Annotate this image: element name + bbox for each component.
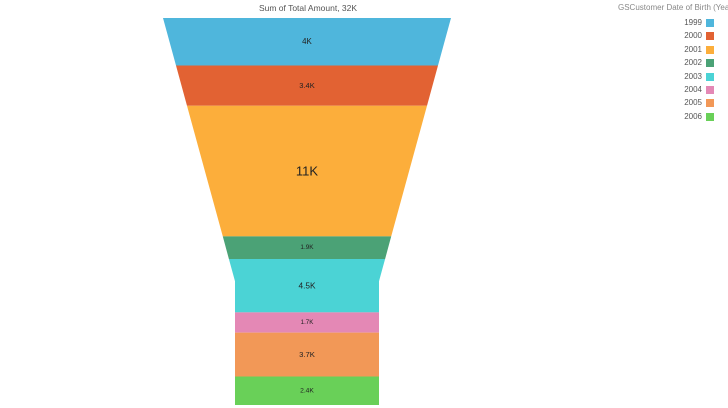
funnel-segment-2005[interactable] [235, 332, 379, 377]
funnel-segment-2006[interactable] [235, 376, 379, 406]
legend-swatch-2004 [706, 86, 714, 94]
data-label-2004: 1.7K [301, 319, 315, 326]
legend-item-2001[interactable]: 2001 [618, 45, 722, 57]
legend-label-2003: 2003 [684, 71, 702, 81]
legend-swatch-2005 [706, 99, 714, 108]
data-label-2001: 11K [296, 164, 318, 179]
data-label-2005: 3.7K [299, 350, 316, 359]
funnel-segment-2002[interactable] [222, 236, 392, 259]
funnel-segment-2003[interactable] [228, 259, 386, 313]
legend-swatch-2001 [706, 45, 714, 54]
legend-item-2003[interactable]: 2003 [618, 72, 722, 84]
legend-item-1999[interactable]: 1999 [618, 18, 722, 30]
legend-item-2002[interactable]: 2002 [618, 58, 722, 70]
funnel-segment-1999[interactable] [163, 18, 451, 66]
data-label-2003: 4.5K [298, 281, 316, 291]
funnel-segment-2001[interactable] [187, 105, 427, 237]
legend-label-2002: 2002 [684, 58, 702, 68]
legend-swatch-2003 [706, 72, 714, 81]
legend-label-2004: 2004 [684, 85, 702, 94]
legend-label-2006: 2006 [684, 111, 702, 121]
funnel-chart: 4K 3.4K 11K 1.9K 4.5K 1.7K 3.7K 2.4K [163, 18, 451, 406]
data-label-2000: 3.4K [299, 81, 314, 90]
data-label-2002: 1.9K [300, 244, 314, 251]
legend-label-2000: 2000 [684, 31, 702, 41]
legend-label-2005: 2005 [684, 98, 702, 108]
legend-item-2005[interactable]: 2005 [618, 98, 722, 110]
legend: GSCustomer Date of Birth (Year) 1999 2000… [618, 3, 728, 121]
legend-swatch-2000 [706, 32, 714, 41]
chart-title: Sum of Total Amount, 32K [258, 3, 358, 13]
legend-item-2004[interactable]: 2004 [618, 85, 722, 97]
legend-title: GSCustomer Date of Birth (Year) [618, 3, 728, 12]
legend-swatch-2006 [706, 112, 714, 121]
data-label-2006: 2.4K [300, 387, 314, 394]
legend-label-1999: 1999 [684, 18, 702, 27]
legend-item-2000[interactable]: 2000 [618, 31, 722, 43]
funnel-segment-2004[interactable] [235, 312, 379, 333]
legend-item-2006[interactable]: 2006 [618, 112, 722, 124]
funnel-segment-2000[interactable] [176, 65, 438, 106]
legend-label-2001: 2001 [684, 44, 702, 54]
legend-swatch-2002 [706, 59, 714, 68]
data-label-1999: 4K [302, 37, 312, 46]
legend-swatch-1999 [706, 19, 714, 27]
